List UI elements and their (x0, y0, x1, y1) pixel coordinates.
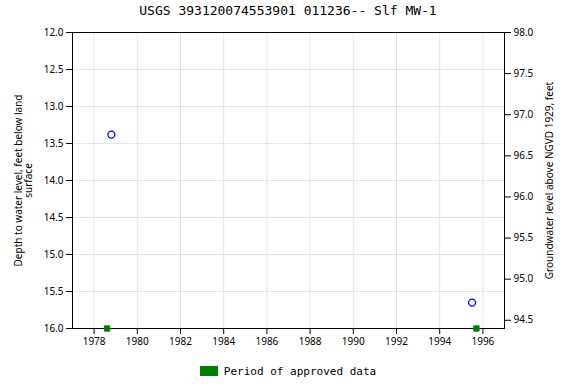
svg-text:98.0: 98.0 (514, 25, 534, 39)
svg-text:Groundwater level above NGVD 1: Groundwater level above NGVD 1929, feet (542, 81, 556, 279)
svg-text:1988: 1988 (299, 334, 322, 348)
svg-text:16.0: 16.0 (44, 321, 64, 335)
svg-text:13.5: 13.5 (44, 136, 64, 150)
svg-text:1978: 1978 (83, 334, 106, 348)
svg-text:95.5: 95.5 (514, 230, 534, 244)
svg-text:15.0: 15.0 (44, 247, 64, 261)
svg-text:95.0: 95.0 (514, 271, 534, 285)
svg-text:96.5: 96.5 (514, 148, 534, 162)
svg-text:1994: 1994 (428, 334, 451, 348)
svg-text:Depth to water level, feet bel: Depth to water level, feet below landsur… (11, 95, 35, 267)
svg-text:1992: 1992 (385, 334, 408, 348)
svg-text:12.5: 12.5 (44, 62, 64, 76)
svg-text:14.5: 14.5 (44, 210, 64, 224)
svg-text:13.0: 13.0 (44, 99, 64, 113)
svg-text:97.5: 97.5 (514, 66, 534, 80)
svg-text:14.0: 14.0 (44, 173, 64, 187)
html-text:USGS 393120074553901 011236--: USGS 393120074553901 011236-- Slf MW-1 (139, 3, 437, 18)
svg-text:1982: 1982 (169, 334, 192, 348)
svg-text:12.0: 12.0 (44, 25, 64, 39)
svg-text:1984: 1984 (212, 334, 235, 348)
svg-text:1996: 1996 (471, 334, 494, 348)
svg-text:1986: 1986 (255, 334, 278, 348)
svg-text:1990: 1990 (342, 334, 365, 348)
svg-text:1980: 1980 (126, 334, 149, 348)
svg-text:97.0: 97.0 (514, 107, 534, 121)
svg-text:94.5: 94.5 (514, 312, 534, 326)
svg-text:96.0: 96.0 (514, 189, 534, 203)
html-text:Period of approved data: Period of approved data (223, 364, 377, 378)
svg-text:15.5: 15.5 (44, 284, 64, 298)
